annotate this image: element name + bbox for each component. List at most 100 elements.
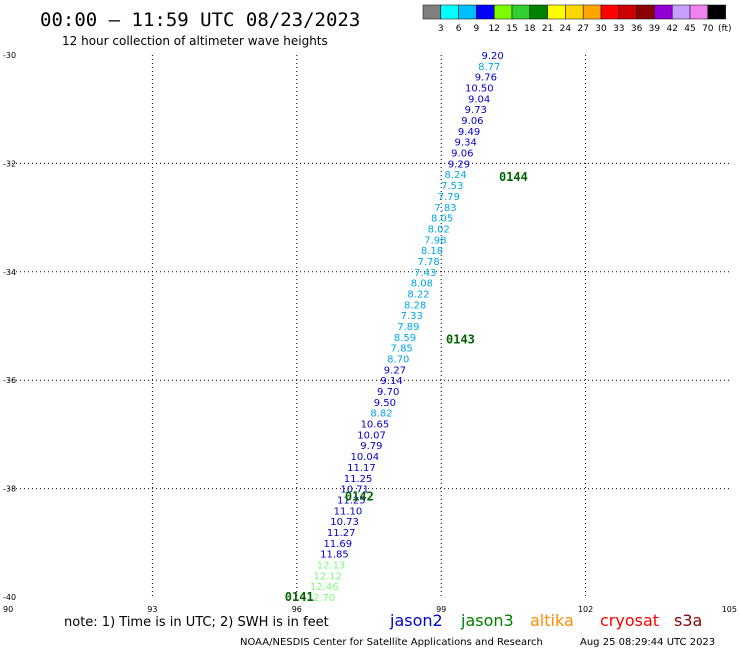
swh-label: 11.69 <box>324 539 353 550</box>
color-scale-label: 27 <box>577 24 588 34</box>
lon-tick-label: 105 <box>722 605 737 614</box>
swh-label: 10.50 <box>465 84 494 95</box>
swh-label: 12.13 <box>317 560 346 571</box>
color-swatch <box>547 4 566 20</box>
map-gridlines <box>8 55 730 597</box>
lon-tick-label: 102 <box>578 605 593 614</box>
swh-label: 8.77 <box>478 62 500 73</box>
swh-label: 9.34 <box>455 138 477 149</box>
swh-label: 8.59 <box>394 333 416 344</box>
color-scale-label: 21 <box>542 24 553 34</box>
swh-data-labels: 9.208.779.7610.509.049.739.069.499.349.0… <box>307 51 504 604</box>
color-swatch <box>654 4 673 20</box>
swh-label: 9.49 <box>458 127 480 138</box>
lat-tick-label: -38 <box>3 485 16 494</box>
swh-label: 11.27 <box>327 528 356 539</box>
swh-label: 12.12 <box>313 571 342 582</box>
color-swatch <box>671 4 691 20</box>
color-scale-label: 15 <box>506 24 517 34</box>
color-swatch <box>529 4 548 20</box>
swh-label: 9.14 <box>380 376 402 387</box>
color-swatch <box>618 4 637 20</box>
pass-number: 0144 <box>499 170 528 184</box>
pass-number-labels: 0144 0143 0142 0141 <box>285 170 528 604</box>
longitude-tick-labels: 90 93 96 99 102 105 <box>3 605 737 614</box>
lon-tick-label: 99 <box>436 605 446 614</box>
color-scale-bar: 3 6 9 12 15 18 21 24 27 30 33 36 39 42 45 70 (ft) <box>422 4 732 34</box>
satellite-jason2: jason2 <box>389 611 443 630</box>
swh-label: 9.70 <box>377 387 399 398</box>
swh-label: 8.02 <box>428 224 450 235</box>
swh-label: 10.07 <box>357 430 386 441</box>
swh-label: 9.29 <box>448 159 470 170</box>
footer-note: note: 1) Time is in UTC; 2) SWH is in fe… <box>64 615 329 630</box>
swh-label: 11.85 <box>320 550 349 561</box>
color-scale-unit: (ft) <box>718 24 732 34</box>
swh-label: 7.53 <box>441 181 463 192</box>
swh-label: 11.25 <box>337 495 366 506</box>
lat-tick-label: -32 <box>3 159 16 168</box>
swh-label: 7.79 <box>438 192 460 203</box>
swh-label: 8.05 <box>431 214 453 225</box>
swh-label: 9.06 <box>451 149 473 160</box>
swh-label: 11.25 <box>344 474 373 485</box>
swh-label: 7.85 <box>391 344 413 355</box>
swh-label: 10.71 <box>340 485 369 496</box>
swh-label: 12.46 <box>310 582 339 593</box>
color-swatch <box>422 4 442 20</box>
color-swatch <box>458 4 477 20</box>
pass-number: 0143 <box>446 333 475 347</box>
swh-label: 7.83 <box>434 203 456 214</box>
lon-tick-label: 96 <box>292 605 302 614</box>
swh-label: 9.76 <box>475 73 497 84</box>
lon-tick-label: 90 <box>3 605 13 614</box>
swh-label: 10.04 <box>350 452 379 463</box>
latitude-tick-labels: -30 -32 -34 -36 -38 -40 <box>3 51 16 602</box>
swh-label: 8.08 <box>411 279 433 290</box>
swh-label: 7.89 <box>397 322 419 333</box>
color-swatch <box>476 4 495 20</box>
swh-label: 9.20 <box>482 51 504 62</box>
satellite-jason3: jason3 <box>460 611 514 630</box>
color-swatch <box>636 4 655 20</box>
lat-tick-label: -30 <box>3 51 16 60</box>
color-scale-label: 45 <box>684 24 695 34</box>
color-scale-label: 3 <box>438 24 444 34</box>
color-scale-label: 33 <box>613 24 624 34</box>
swh-label: 7.33 <box>401 311 423 322</box>
color-swatch <box>582 4 602 20</box>
swh-label: 8.70 <box>387 355 409 366</box>
chart-title: 00:00 – 11:59 UTC 08/23/2023 <box>40 9 360 31</box>
color-scale-label: 6 <box>456 24 462 34</box>
satellite-legend: jason2 jason3 altika cryosat s3a <box>389 611 702 630</box>
swh-label: 8.18 <box>421 246 443 257</box>
swh-label: 8.28 <box>404 300 426 311</box>
lat-tick-label: -40 <box>3 593 16 602</box>
color-scale-label: 9 <box>474 24 480 34</box>
swh-label: 7.43 <box>414 268 436 279</box>
generated-timestamp: Aug 25 08:29:44 UTC 2023 <box>580 637 715 648</box>
satellite-cryosat: cryosat <box>600 611 659 630</box>
swh-label: 9.06 <box>461 116 483 127</box>
color-scale-label: 18 <box>524 24 536 34</box>
swh-label: 9.04 <box>468 94 490 105</box>
color-swatch <box>493 4 513 20</box>
swh-label: 9.79 <box>360 441 382 452</box>
swh-label: 9.73 <box>465 105 487 116</box>
swh-label: 7.78 <box>417 257 439 268</box>
satellite-altika: altika <box>530 611 574 630</box>
lat-tick-label: -34 <box>3 268 16 277</box>
swh-label: 8.22 <box>407 289 429 300</box>
swh-label: 7.98 <box>424 235 446 246</box>
color-scale-label: 30 <box>595 24 607 34</box>
satellite-s3a: s3a <box>674 611 702 630</box>
swh-label: 10.73 <box>330 517 359 528</box>
color-scale-label: 36 <box>631 24 643 34</box>
color-scale-label: 39 <box>649 24 661 34</box>
swh-label: 9.50 <box>374 398 396 409</box>
color-swatch <box>689 4 709 20</box>
color-scale-label: 12 <box>488 24 499 34</box>
swh-label: 8.24 <box>444 170 466 181</box>
color-swatch <box>511 4 531 20</box>
